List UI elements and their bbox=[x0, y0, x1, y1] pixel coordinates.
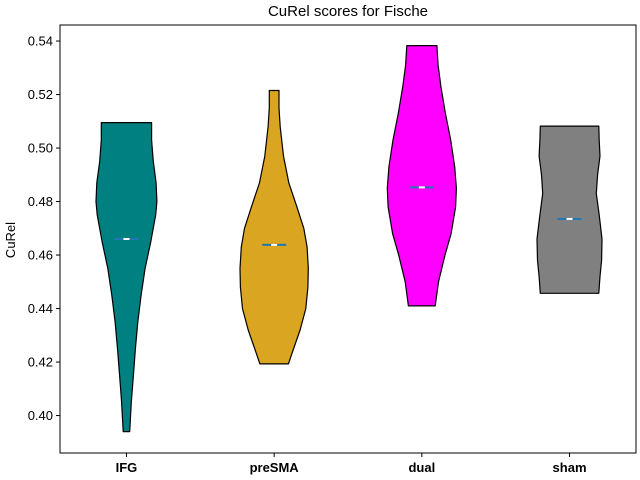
y-tick-label: 0.44 bbox=[28, 301, 53, 316]
violin-IFG bbox=[95, 122, 158, 433]
x-axis: IFG preSMA dual sham bbox=[116, 453, 587, 475]
x-tick-label-dual: dual bbox=[408, 460, 435, 475]
y-tick-label: 0.54 bbox=[28, 34, 53, 49]
y-tick-label: 0.46 bbox=[28, 248, 53, 263]
violin-sham bbox=[536, 125, 603, 294]
y-tick-label: 0.40 bbox=[28, 408, 53, 423]
y-tick-label: 0.48 bbox=[28, 194, 53, 209]
x-tick-label-IFG: IFG bbox=[116, 460, 138, 475]
y-tick-label: 0.52 bbox=[28, 87, 53, 102]
y-axis-label: CuRel bbox=[3, 222, 18, 258]
y-tick-label: 0.42 bbox=[28, 355, 53, 370]
violin-preSMA bbox=[239, 89, 309, 365]
chart-title: CuRel scores for Fische bbox=[268, 3, 428, 20]
x-tick-label-sham: sham bbox=[553, 460, 587, 475]
y-axis: 0.40 0.42 0.44 0.46 0.48 0.50 0.52 0.54 bbox=[28, 34, 60, 423]
violin-dual bbox=[386, 45, 457, 307]
plot-area bbox=[95, 45, 603, 433]
x-tick-label-preSMA: preSMA bbox=[250, 460, 300, 475]
axes-frame bbox=[59, 24, 637, 454]
y-tick-label: 0.50 bbox=[28, 141, 53, 156]
